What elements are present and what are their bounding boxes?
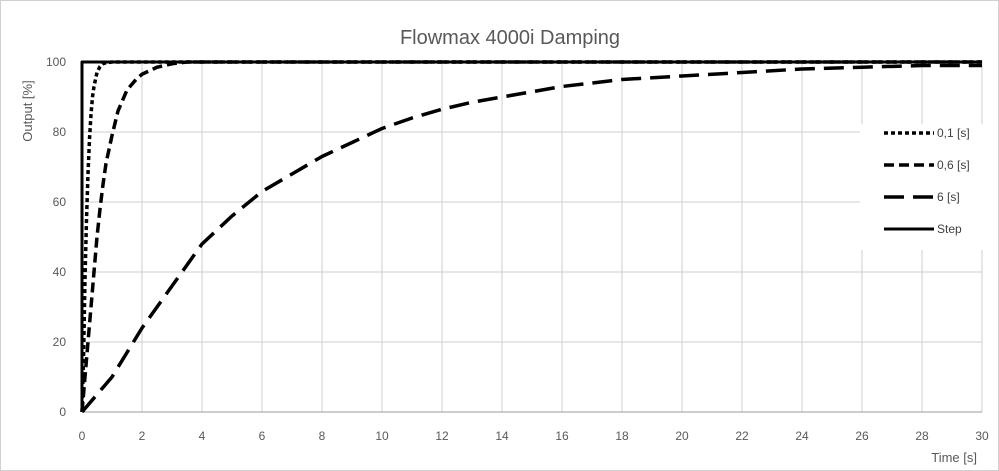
grid	[81, 60, 983, 413]
x-tick-label: 14	[495, 429, 509, 443]
x-tick-labels: 0 2 4 6 8 10 12 14 16 18 20 22 24 26 28 30	[79, 429, 989, 443]
legend-label: 6 [s]	[937, 190, 960, 204]
x-tick-label: 16	[555, 429, 569, 443]
x-tick-label: 4	[199, 429, 206, 443]
series-group	[80, 60, 982, 414]
chart-title: Flowmax 4000i Damping	[400, 27, 620, 49]
y-tick-label: 20	[53, 335, 67, 349]
y-tick-label: 100	[46, 55, 66, 69]
x-tick-label: 22	[735, 429, 749, 443]
series-line-solid	[80, 60, 982, 412]
legend-label: 0,1 [s]	[937, 126, 970, 140]
y-tick-label: 40	[53, 265, 67, 279]
y-tick-label: 0	[59, 405, 66, 419]
x-tick-label: 8	[319, 429, 326, 443]
x-tick-label: 24	[795, 429, 809, 443]
legend-label: Step	[937, 222, 962, 236]
x-axis-title: Time [s]	[931, 450, 977, 465]
series-line-dashed	[80, 60, 982, 413]
x-tick-label: 2	[139, 429, 146, 443]
y-tick-label: 80	[53, 125, 67, 139]
x-tick-label: 0	[79, 429, 86, 443]
y-tick-labels: 0 20 40 60 80 100	[46, 55, 66, 419]
legend-label: 0,6 [s]	[937, 158, 970, 172]
series-line-long-dashed	[80, 63, 982, 414]
legend: 0,1 [s] 0,6 [s] 6 [s] Step	[860, 124, 984, 250]
y-axis-title: Output [%]	[20, 80, 35, 141]
series-line-dotted	[80, 60, 982, 413]
x-tick-label: 28	[915, 429, 929, 443]
x-tick-label: 30	[975, 429, 989, 443]
x-tick-label: 6	[259, 429, 266, 443]
legend-box	[860, 124, 984, 250]
x-tick-label: 10	[375, 429, 389, 443]
x-tick-label: 12	[435, 429, 449, 443]
x-tick-label: 20	[675, 429, 689, 443]
x-tick-label: 26	[855, 429, 869, 443]
y-tick-label: 60	[53, 195, 67, 209]
x-tick-label: 18	[615, 429, 629, 443]
